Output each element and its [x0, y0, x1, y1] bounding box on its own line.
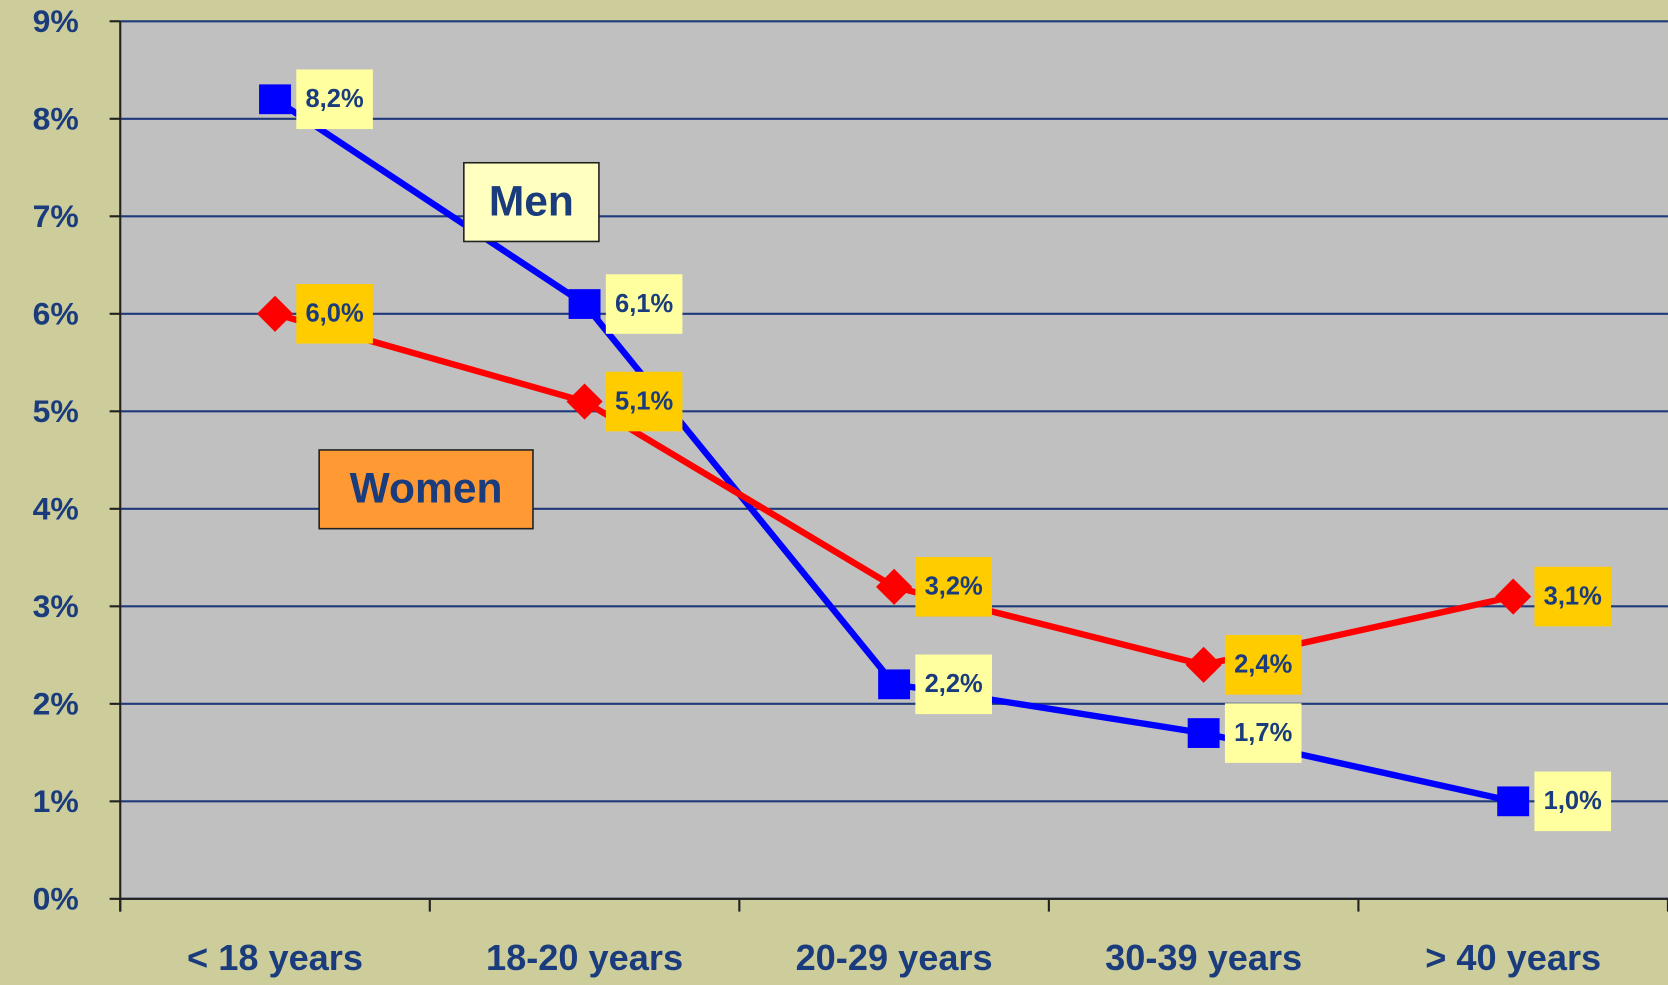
value-label-text: 8,2% [305, 85, 363, 113]
value-label: 8,2% [296, 69, 373, 130]
x-tick-label: > 40 years [1425, 937, 1601, 978]
value-label-text: 2,4% [1234, 651, 1292, 679]
value-label-box [605, 371, 683, 432]
value-label-box [605, 274, 683, 334]
x-tick-label: 20-29 years [796, 937, 993, 978]
value-label: 1,7% [1224, 703, 1302, 763]
y-tick-label: 6% [33, 295, 79, 331]
y-tick-label: 4% [33, 490, 79, 526]
value-label-text: 3,1% [1544, 582, 1602, 610]
y-tick-label: 9% [33, 3, 79, 39]
value-label: 3,1% [1534, 566, 1612, 627]
value-label-box [1224, 635, 1302, 695]
value-label: 1,0% [1534, 771, 1612, 832]
y-tick-label: 1% [33, 783, 79, 819]
x-tick-label: 30-39 years [1105, 937, 1302, 978]
y-tick-label: 3% [33, 588, 79, 624]
legend-label: Women [350, 465, 503, 513]
legend-label: Men [489, 177, 574, 225]
legend-box [463, 161, 600, 243]
value-label-box [915, 557, 992, 617]
value-label-box [1534, 771, 1612, 832]
value-label-text: 3,2% [925, 573, 983, 601]
value-label-box [296, 69, 373, 130]
y-tick-label: 8% [33, 100, 79, 136]
marker [876, 568, 913, 605]
value-label: 2,2% [915, 654, 992, 715]
value-label: 6,0% [296, 284, 373, 344]
value-label-text: 1,7% [1234, 719, 1292, 747]
value-label-box [915, 654, 992, 715]
value-label: 3,2% [915, 557, 992, 617]
value-label-box [1534, 566, 1612, 627]
legend-box [318, 449, 534, 530]
value-label: 5,1% [605, 371, 683, 432]
y-tick-label: 7% [33, 198, 79, 234]
marker [259, 84, 291, 115]
marker [1495, 578, 1532, 615]
value-label-text: 6,1% [615, 290, 673, 318]
y-tick-label: 0% [33, 880, 79, 916]
value-label-text: 2,2% [925, 670, 983, 698]
marker [1187, 718, 1220, 748]
x-tick-label: 18-20 years [486, 937, 683, 978]
value-label-text: 1,0% [1544, 787, 1602, 815]
marker [1497, 786, 1530, 817]
marker [1185, 646, 1222, 683]
marker [566, 383, 603, 420]
x-tick-label: < 18 years [187, 937, 363, 978]
value-label-box [1224, 703, 1302, 763]
value-label: 6,1% [605, 274, 683, 334]
value-label-box [296, 284, 373, 344]
value-label: 2,4% [1224, 635, 1302, 695]
marker [568, 289, 601, 319]
marker [878, 669, 911, 700]
marker [256, 295, 294, 332]
y-tick-label: 5% [33, 393, 79, 429]
value-label-text: 5,1% [615, 387, 673, 415]
value-label-text: 6,0% [305, 300, 363, 328]
y-tick-label: 2% [33, 685, 79, 721]
